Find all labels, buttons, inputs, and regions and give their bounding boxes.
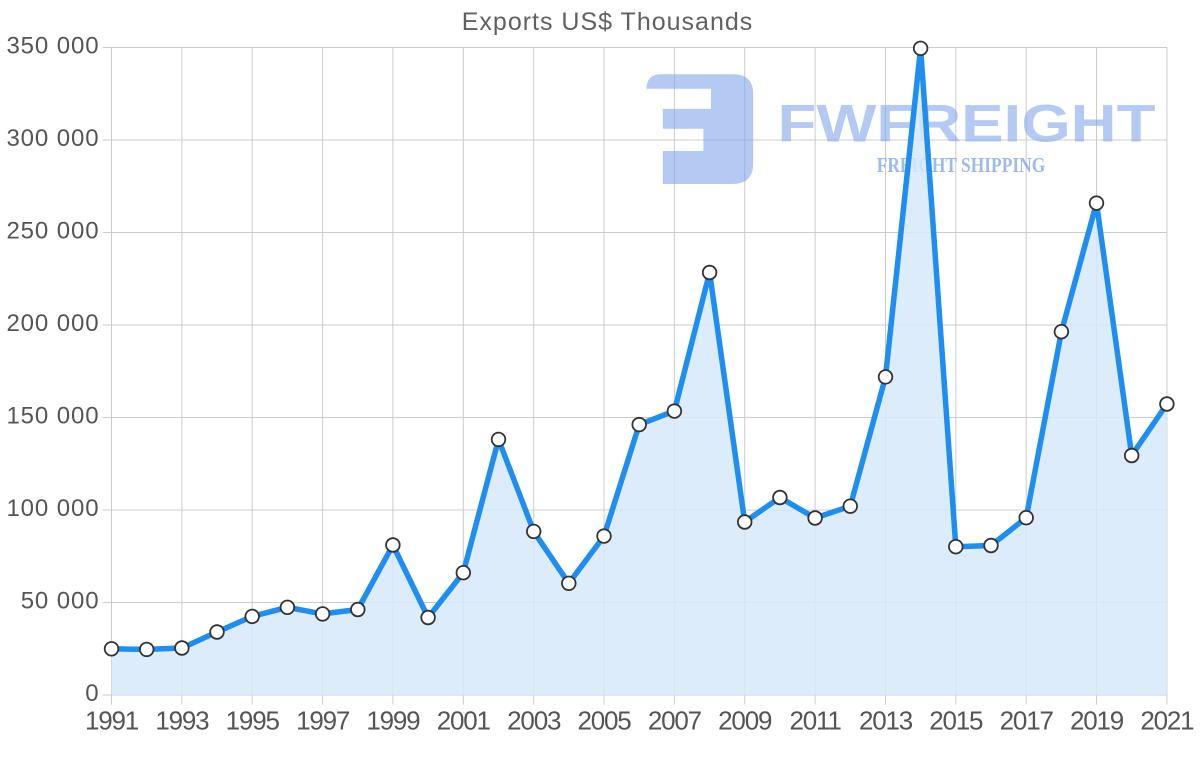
svg-text:100 000: 100 000 bbox=[6, 495, 99, 522]
svg-text:2001: 2001 bbox=[437, 706, 491, 736]
svg-text:FWFREIGHT: FWFREIGHT bbox=[778, 94, 1156, 153]
svg-text:1993: 1993 bbox=[155, 706, 209, 736]
svg-text:2013: 2013 bbox=[859, 706, 913, 736]
svg-text:FREIGHT SHIPPING: FREIGHT SHIPPING bbox=[877, 155, 1046, 178]
svg-text:1991: 1991 bbox=[85, 706, 139, 736]
svg-text:Exports US$ Thousands: Exports US$ Thousands bbox=[462, 8, 754, 36]
svg-text:2009: 2009 bbox=[718, 706, 772, 736]
svg-text:2005: 2005 bbox=[577, 706, 631, 736]
svg-text:2017: 2017 bbox=[1000, 706, 1054, 736]
svg-text:2015: 2015 bbox=[929, 706, 983, 736]
svg-text:200 000: 200 000 bbox=[6, 310, 99, 337]
svg-text:150 000: 150 000 bbox=[6, 403, 99, 430]
svg-text:300 000: 300 000 bbox=[6, 125, 99, 152]
svg-text:2021: 2021 bbox=[1140, 706, 1194, 736]
svg-text:2007: 2007 bbox=[648, 706, 702, 736]
svg-text:250 000: 250 000 bbox=[6, 218, 99, 245]
svg-text:50 000: 50 000 bbox=[21, 588, 100, 615]
svg-text:2019: 2019 bbox=[1070, 706, 1124, 736]
svg-text:350 000: 350 000 bbox=[6, 33, 99, 60]
svg-text:1997: 1997 bbox=[296, 706, 350, 736]
svg-text:0: 0 bbox=[85, 680, 99, 707]
svg-text:1995: 1995 bbox=[226, 706, 280, 736]
svg-text:2011: 2011 bbox=[790, 706, 842, 736]
svg-text:1999: 1999 bbox=[366, 706, 420, 736]
svg-text:2003: 2003 bbox=[507, 706, 561, 736]
